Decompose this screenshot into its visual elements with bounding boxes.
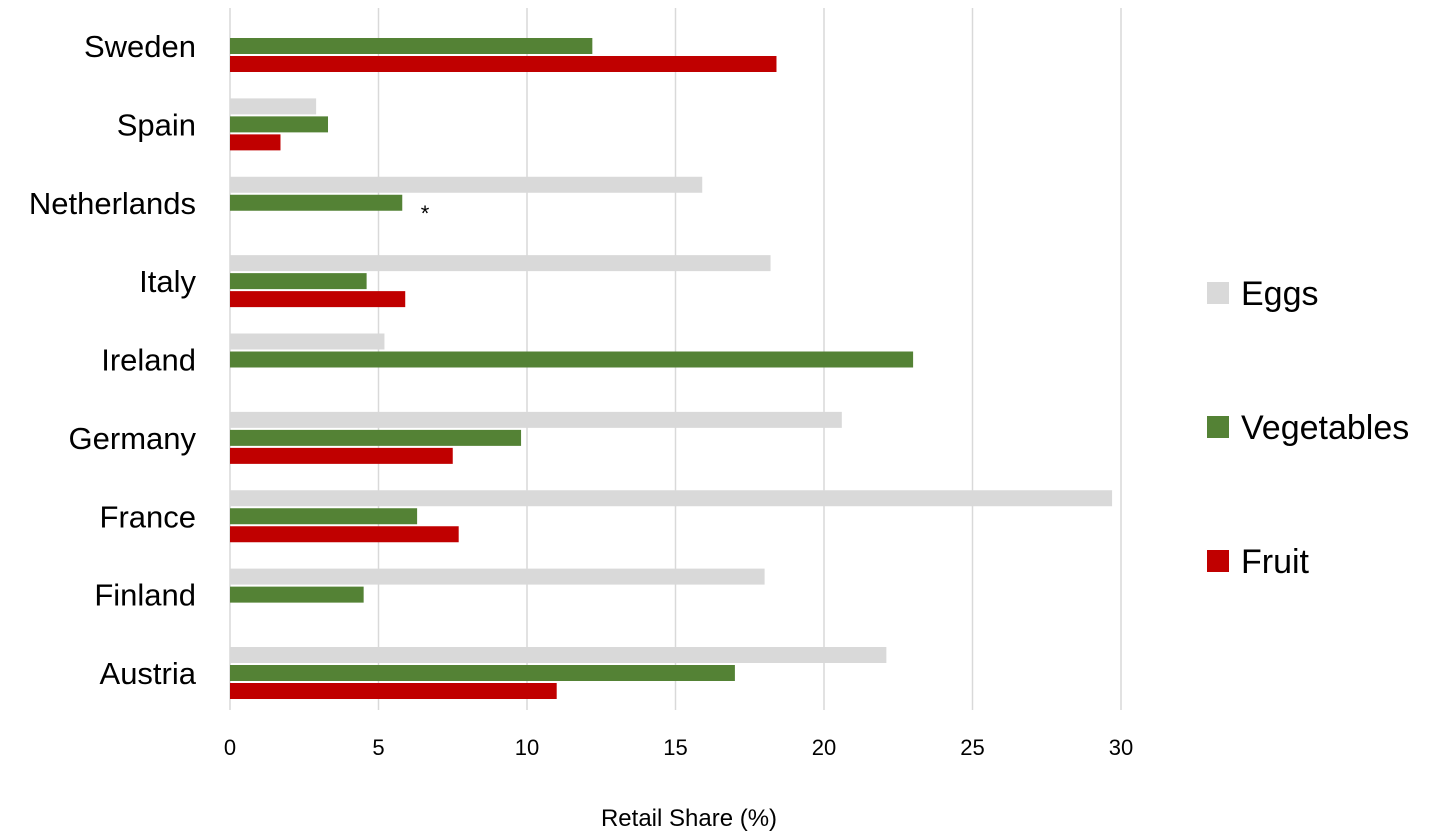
bar-fruit-austria (230, 683, 557, 699)
bar-fruit-spain (230, 134, 281, 151)
bar-vegetables-france (230, 508, 418, 525)
category-labels: Sweden Spain Netherlands Italy Ireland German… (29, 29, 197, 691)
x-axis-title: Retail Share (%) (601, 805, 777, 832)
legend-swatch-vegetables (1207, 416, 1229, 438)
category-label-sweden: Sweden (84, 29, 196, 64)
x-tick-label: 15 (663, 735, 687, 760)
bar-eggs-ireland (230, 333, 385, 350)
bar-vegetables-spain (230, 116, 329, 133)
bar-eggs-italy (230, 255, 771, 272)
x-tick-label: 30 (1109, 735, 1133, 760)
bar-fruit-italy (230, 291, 406, 308)
x-tick-label: 0 (224, 735, 236, 760)
category-label-italy: Italy (139, 264, 196, 299)
category-label-france: France (100, 499, 196, 534)
x-tick-labels: 0 5 10 15 20 25 30 (224, 735, 1133, 760)
category-label-netherlands: Netherlands (29, 186, 196, 221)
bar-eggs-finland (230, 568, 765, 585)
legend: Eggs Vegetables Fruit (1207, 275, 1409, 581)
annotation-netherlands: * (421, 201, 430, 226)
bar-eggs-austria (230, 647, 887, 663)
category-label-finland: Finland (94, 578, 196, 613)
bar-eggs-netherlands (230, 176, 703, 193)
category-label-ireland: Ireland (101, 343, 196, 378)
category-label-austria: Austria (100, 656, 197, 691)
bar-vegetables-austria (230, 665, 735, 681)
bar-vegetables-italy (230, 273, 367, 290)
legend-swatch-eggs (1207, 282, 1229, 304)
bar-vegetables-ireland (230, 351, 914, 368)
x-tick-label: 25 (960, 735, 984, 760)
category-label-germany: Germany (69, 421, 197, 456)
bar-eggs-france (230, 490, 1113, 507)
x-tick-label: 5 (372, 735, 384, 760)
bar-vegetables-sweden (230, 38, 593, 54)
legend-label-vegetables: Vegetables (1241, 409, 1409, 447)
bar-eggs-germany (230, 411, 842, 428)
legend-label-fruit: Fruit (1241, 543, 1310, 581)
bar-vegetables-germany (230, 429, 522, 446)
bar-vegetables-finland (230, 586, 364, 603)
bar-fruit-sweden (230, 56, 777, 72)
annotations: * (421, 201, 430, 226)
bar-fruit-france (230, 526, 459, 543)
legend-label-eggs: Eggs (1241, 275, 1319, 313)
legend-swatch-fruit (1207, 550, 1229, 572)
x-tick-label: 10 (515, 735, 539, 760)
bar-vegetables-netherlands (230, 194, 403, 211)
bar-eggs-spain (230, 98, 317, 115)
bar-fruit-germany (230, 447, 453, 464)
bars (230, 38, 1113, 699)
x-tick-label: 20 (812, 735, 836, 760)
category-label-spain: Spain (117, 107, 196, 142)
